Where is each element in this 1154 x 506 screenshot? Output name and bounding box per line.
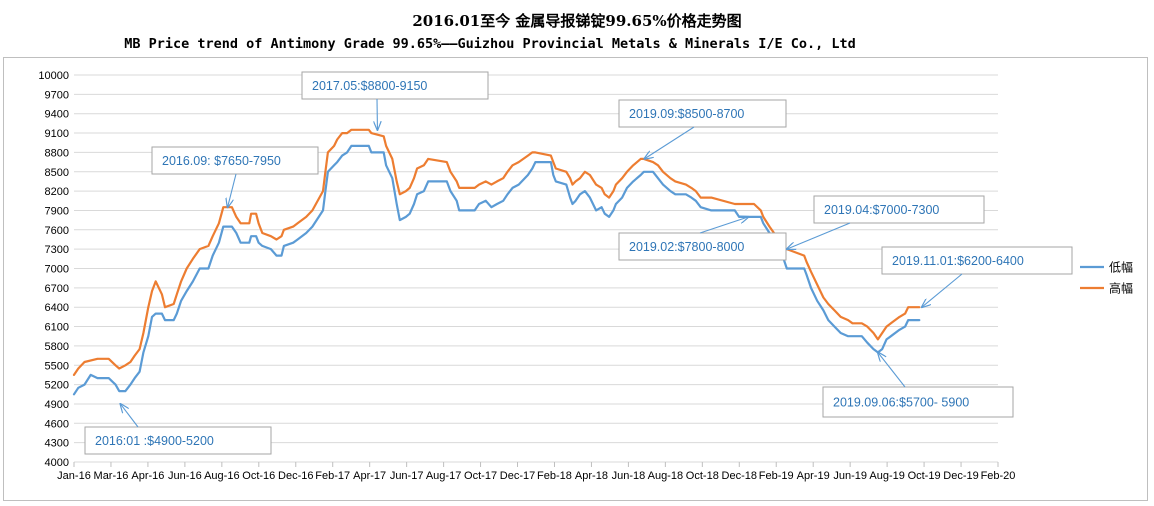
y-tick-label: 6400 (45, 302, 69, 314)
callout-arrow (699, 217, 748, 234)
chart-title: 2016.01至今 金属导报锑锭99.65%价格走势图 (412, 12, 742, 30)
x-tick-label: Feb-20 (981, 470, 1016, 482)
y-tick-label: 7900 (45, 205, 69, 217)
x-tick-label: Jun-18 (612, 470, 646, 482)
y-tick-label: 9700 (45, 89, 69, 101)
x-tick-label: Oct-19 (908, 470, 941, 482)
callout-box (151, 146, 319, 175)
x-tick-label: Dec-19 (943, 470, 978, 482)
callout-box (84, 426, 272, 455)
y-tick-label: 5500 (45, 360, 69, 372)
x-tick-label: Apr-16 (131, 470, 164, 482)
x-tick-label: Oct-16 (242, 470, 275, 482)
x-tick-label: Jun-19 (833, 470, 867, 482)
callout-box (618, 99, 787, 128)
x-tick-label: Oct-17 (464, 470, 497, 482)
callout: 2016.09: $7650-7950 (151, 146, 319, 207)
callout-box (813, 195, 985, 224)
x-axis: Jan-16 Mar-16 Apr-16 Jun-16 Aug-16 Oct-16 Dec-… (57, 461, 1016, 482)
chart-frame (3, 57, 1148, 501)
callout-label: 2019.11.01:$6200-6400 (892, 254, 1024, 268)
callout-label: 2019.09.06:$5700- 5900 (833, 396, 969, 410)
x-tick-label: Apr-19 (797, 470, 830, 482)
y-tick-label: 4600 (45, 418, 69, 430)
x-tick-label: Apr-18 (575, 470, 608, 482)
x-tick-label: Jan-16 (57, 470, 91, 482)
callout: 2019.11.01:$6200-6400 (881, 246, 1073, 307)
y-tick-label: 5200 (45, 380, 69, 392)
y-tick-label: 4300 (45, 438, 69, 450)
callout-box (822, 386, 1014, 418)
callout-box (618, 232, 787, 261)
x-tick-label: Feb-19 (759, 470, 794, 482)
y-tick-label: 4000 (45, 457, 69, 469)
legend-label: 高幅 (1109, 281, 1133, 296)
callout-label: 2019.02:$7800-8000 (629, 240, 744, 254)
callout-arrow (120, 404, 139, 428)
y-tick-label: 9400 (45, 109, 69, 121)
callout-label: 2019.09:$8500-8700 (629, 107, 744, 121)
callout-arrow (644, 126, 695, 159)
y-tick-label: 7600 (45, 225, 69, 237)
callout-box (881, 246, 1073, 275)
x-tick-label: Aug-19 (869, 470, 904, 482)
x-tick-label: Aug-16 (204, 470, 239, 482)
y-tick-label: 4900 (45, 399, 69, 411)
x-tick-label: Mar-16 (94, 470, 129, 482)
y-tick-label: 5800 (45, 341, 69, 353)
callout-box (301, 71, 489, 100)
x-tick-label: Dec-16 (278, 470, 313, 482)
x-tick-label: Apr-17 (353, 470, 386, 482)
y-tick-label: 8200 (45, 186, 69, 198)
x-tick-label: Jun-16 (168, 470, 202, 482)
y-tick-label: 8800 (45, 147, 69, 159)
x-tick-label: Dec-18 (722, 470, 757, 482)
x-tick-label: Feb-17 (315, 470, 350, 482)
x-tick-label: Feb-18 (537, 470, 572, 482)
chart-subtitle: MB Price trend of Antimony Grade 99.65%—… (124, 36, 856, 52)
callout: 2016:01 :$4900-5200 (84, 404, 272, 455)
x-tick-label: Aug-18 (648, 470, 683, 482)
x-tick-label: Jun-17 (390, 470, 424, 482)
callouts: 2016:01 :$4900-5200 2016.09: $7650-7950 20… (84, 71, 1073, 455)
callout-arrow (922, 273, 963, 307)
y-tick-label: 7000 (45, 264, 69, 276)
y-tick-label: 7300 (45, 244, 69, 256)
callout-arrow (228, 173, 237, 207)
x-tick-label: Aug-17 (426, 470, 461, 482)
callout-label: 2017.05:$8800-9150 (312, 79, 427, 93)
callout: 2019.02:$7800-8000 (618, 217, 787, 261)
callout-arrow (787, 222, 851, 249)
y-tick-label: 8500 (45, 167, 69, 179)
x-tick-label: Oct-18 (686, 470, 719, 482)
y-tick-label: 6700 (45, 283, 69, 295)
callout: 2019.04:$7000-7300 (787, 195, 985, 249)
series-line-low (72, 144, 921, 396)
y-axis-ticks: 4000 4300 4600 4900 5200 5500 5800 6100 6400 6700… (38, 70, 69, 469)
callout: 2019.09:$8500-8700 (618, 99, 787, 159)
callout: 2019.09.06:$5700- 5900 (822, 352, 1014, 418)
callout-arrow (878, 352, 906, 388)
callout-label: 2016.09: $7650-7950 (162, 154, 281, 168)
y-tick-label: 10000 (38, 70, 69, 82)
x-tick-label: Dec-17 (500, 470, 535, 482)
legend-label: 低幅 (1109, 260, 1133, 275)
y-tick-label: 9100 (45, 128, 69, 140)
callout-label: 2016:01 :$4900-5200 (95, 434, 214, 448)
callout: 2017.05:$8800-9150 (301, 71, 489, 130)
y-tick-label: 6100 (45, 322, 69, 334)
callout-label: 2019.04:$7000-7300 (824, 203, 939, 217)
